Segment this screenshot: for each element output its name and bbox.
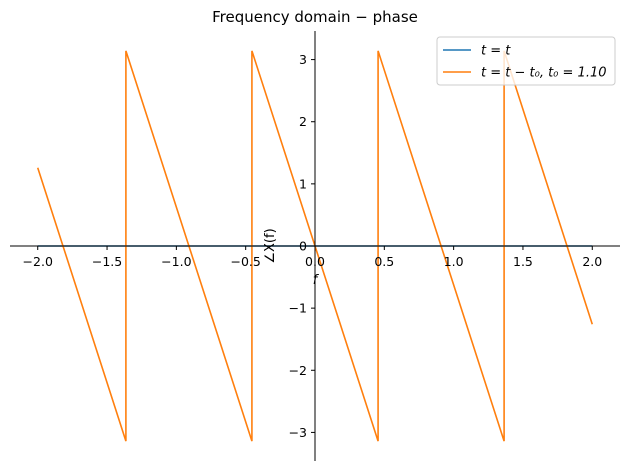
- y-axis-label: ∠X(f): [263, 228, 278, 263]
- x-tick-label: −1.5: [92, 254, 122, 269]
- y-tick-label: −1: [289, 301, 307, 316]
- x-tick-label: −0.5: [231, 254, 261, 269]
- chart-title: Frequency domain − phase: [212, 8, 418, 26]
- y-tick-label: 1: [299, 176, 307, 191]
- x-tick-label: 0.5: [374, 254, 394, 269]
- legend-label: t = t: [481, 44, 511, 59]
- x-tick-label: 2.0: [582, 254, 602, 269]
- legend: t = t t = t − t₀, t₀ = 1.10: [436, 36, 616, 86]
- y-tick-label: −2: [289, 363, 307, 378]
- x-tick-label: 1.0: [444, 254, 464, 269]
- legend-label: t = t − t₀, t₀ = 1.10: [481, 66, 607, 81]
- y-tick-label: −3: [289, 425, 307, 440]
- x-tick-label: 0.0: [305, 254, 325, 269]
- x-tick-label: −2.0: [23, 254, 53, 269]
- x-tick-label: −1.0: [161, 254, 191, 269]
- y-tick-label: 0: [299, 239, 307, 254]
- legend-box: [436, 36, 616, 86]
- x-tick-label: 1.5: [513, 254, 533, 269]
- y-tick-label: 2: [299, 114, 307, 129]
- x-axis-label: f: [313, 273, 320, 288]
- y-tick-label: 3: [299, 52, 307, 67]
